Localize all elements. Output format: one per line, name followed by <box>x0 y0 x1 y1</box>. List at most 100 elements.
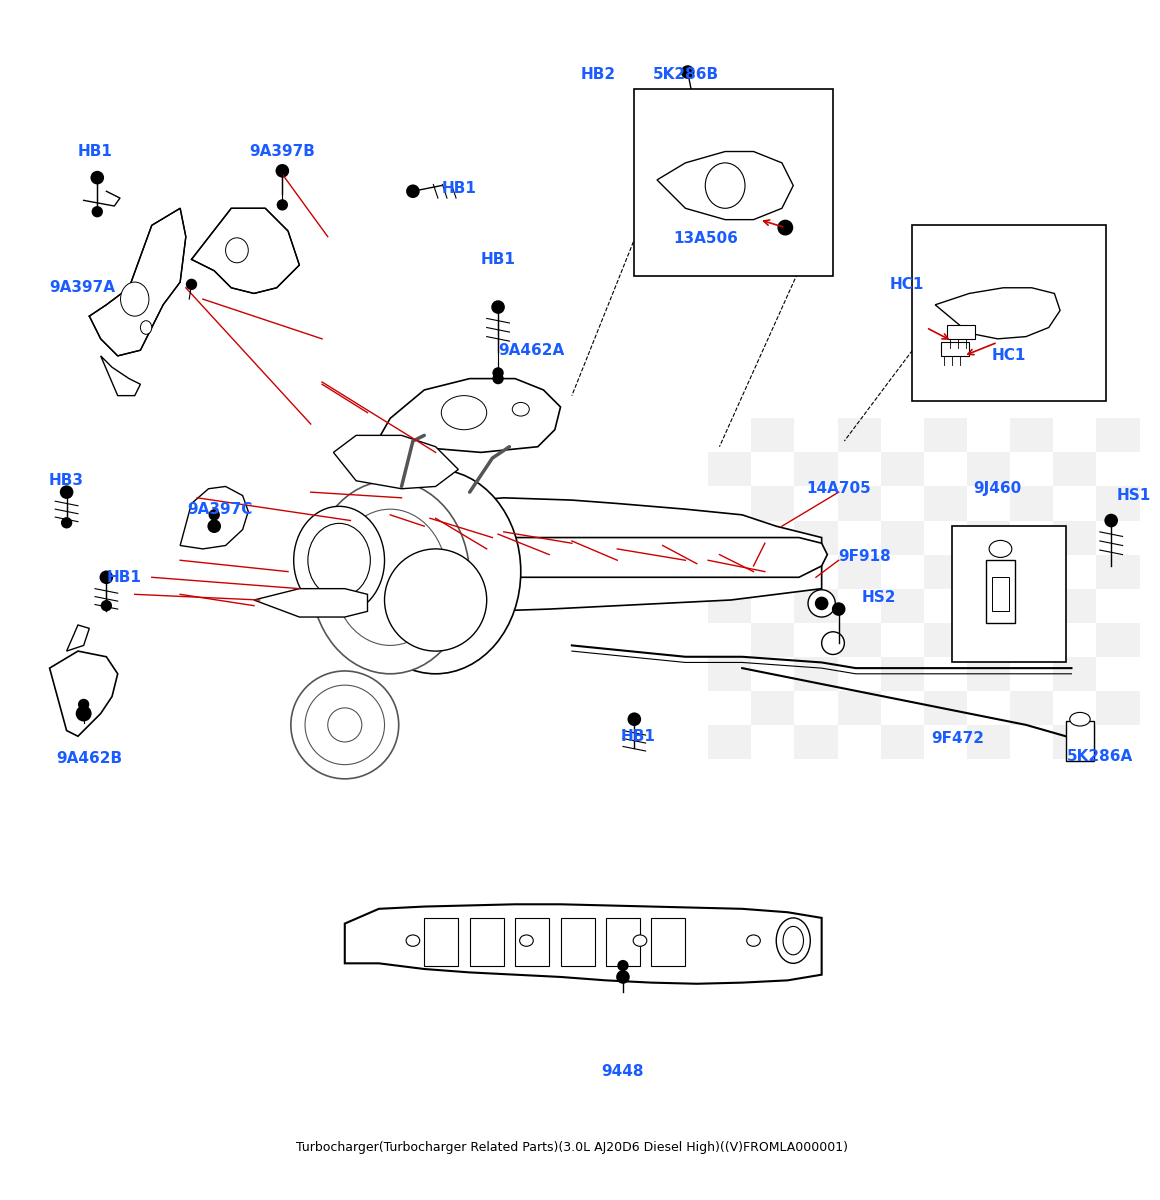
Bar <box>708 656 752 691</box>
Circle shape <box>90 170 104 185</box>
Bar <box>1010 419 1053 452</box>
Ellipse shape <box>121 282 148 316</box>
Ellipse shape <box>441 396 487 430</box>
Ellipse shape <box>633 935 647 947</box>
Circle shape <box>814 596 828 611</box>
Bar <box>1053 452 1096 486</box>
Text: S: S <box>379 536 438 617</box>
Polygon shape <box>89 209 186 356</box>
Bar <box>752 486 795 521</box>
Ellipse shape <box>513 402 529 416</box>
Bar <box>923 419 967 452</box>
Bar <box>752 554 795 589</box>
Polygon shape <box>657 151 793 220</box>
Bar <box>1096 419 1139 452</box>
Bar <box>708 521 752 554</box>
Text: HB1: HB1 <box>441 181 476 197</box>
Text: 9A397C: 9A397C <box>187 502 253 517</box>
Bar <box>1053 725 1096 758</box>
Circle shape <box>809 589 835 617</box>
Bar <box>923 486 967 521</box>
Bar <box>967 589 1010 623</box>
Text: 5K286A: 5K286A <box>1067 749 1133 764</box>
Text: 9A462B: 9A462B <box>56 751 123 767</box>
Ellipse shape <box>305 685 384 764</box>
Bar <box>880 589 923 623</box>
Bar <box>1066 721 1094 761</box>
Bar <box>838 419 880 452</box>
Polygon shape <box>345 905 821 984</box>
Circle shape <box>101 600 113 611</box>
Circle shape <box>406 185 420 198</box>
Bar <box>967 521 1010 554</box>
Text: HB3: HB3 <box>49 473 85 488</box>
Bar <box>1096 554 1139 589</box>
Circle shape <box>821 631 844 654</box>
Polygon shape <box>101 356 140 396</box>
Ellipse shape <box>350 469 521 674</box>
Circle shape <box>61 517 72 528</box>
Bar <box>1010 486 1053 521</box>
Circle shape <box>492 373 503 384</box>
Text: HB2: HB2 <box>580 67 616 82</box>
Text: HS2: HS2 <box>862 590 896 605</box>
Ellipse shape <box>705 163 745 209</box>
Circle shape <box>617 960 629 971</box>
Bar <box>880 725 923 758</box>
Bar <box>652 918 686 966</box>
Polygon shape <box>333 436 458 488</box>
Bar <box>947 325 974 338</box>
Bar <box>1096 486 1139 521</box>
Circle shape <box>681 65 695 79</box>
Text: 9F918: 9F918 <box>839 550 891 564</box>
Polygon shape <box>180 486 248 548</box>
Ellipse shape <box>747 935 760 947</box>
Circle shape <box>92 206 103 217</box>
Bar <box>560 918 595 966</box>
Circle shape <box>186 278 197 290</box>
Text: 9F472: 9F472 <box>931 731 985 746</box>
Bar <box>880 521 923 554</box>
Ellipse shape <box>311 481 470 674</box>
Polygon shape <box>254 589 368 617</box>
Bar <box>1053 656 1096 691</box>
Text: HB1: HB1 <box>78 144 113 160</box>
Polygon shape <box>322 498 821 611</box>
Circle shape <box>628 713 641 726</box>
Bar <box>952 526 1066 662</box>
Circle shape <box>616 970 630 984</box>
Bar <box>1053 589 1096 623</box>
Polygon shape <box>935 288 1060 338</box>
Text: HC1: HC1 <box>992 348 1027 364</box>
Ellipse shape <box>406 935 420 947</box>
Bar <box>635 89 833 276</box>
Bar <box>967 656 1010 691</box>
Text: HS1: HS1 <box>1117 488 1151 503</box>
Polygon shape <box>368 378 560 458</box>
Bar <box>752 691 795 725</box>
Bar <box>1053 521 1096 554</box>
Bar <box>941 342 970 356</box>
Ellipse shape <box>140 320 152 335</box>
Bar <box>923 554 967 589</box>
Bar <box>795 589 838 623</box>
Bar <box>470 918 503 966</box>
Bar <box>708 452 752 486</box>
Circle shape <box>60 485 73 499</box>
Bar <box>795 656 838 691</box>
Bar <box>880 452 923 486</box>
Text: c: c <box>503 524 563 622</box>
Bar <box>992 577 1009 611</box>
Polygon shape <box>305 538 827 577</box>
Circle shape <box>1104 514 1118 527</box>
Bar <box>880 656 923 691</box>
Bar <box>708 589 752 623</box>
Text: 9448: 9448 <box>602 1063 644 1079</box>
Bar <box>752 623 795 656</box>
Bar <box>606 918 640 966</box>
Text: 13A506: 13A506 <box>674 232 738 246</box>
Polygon shape <box>50 652 117 737</box>
Ellipse shape <box>776 918 811 964</box>
Text: 9A397B: 9A397B <box>249 144 316 160</box>
Circle shape <box>491 300 505 314</box>
